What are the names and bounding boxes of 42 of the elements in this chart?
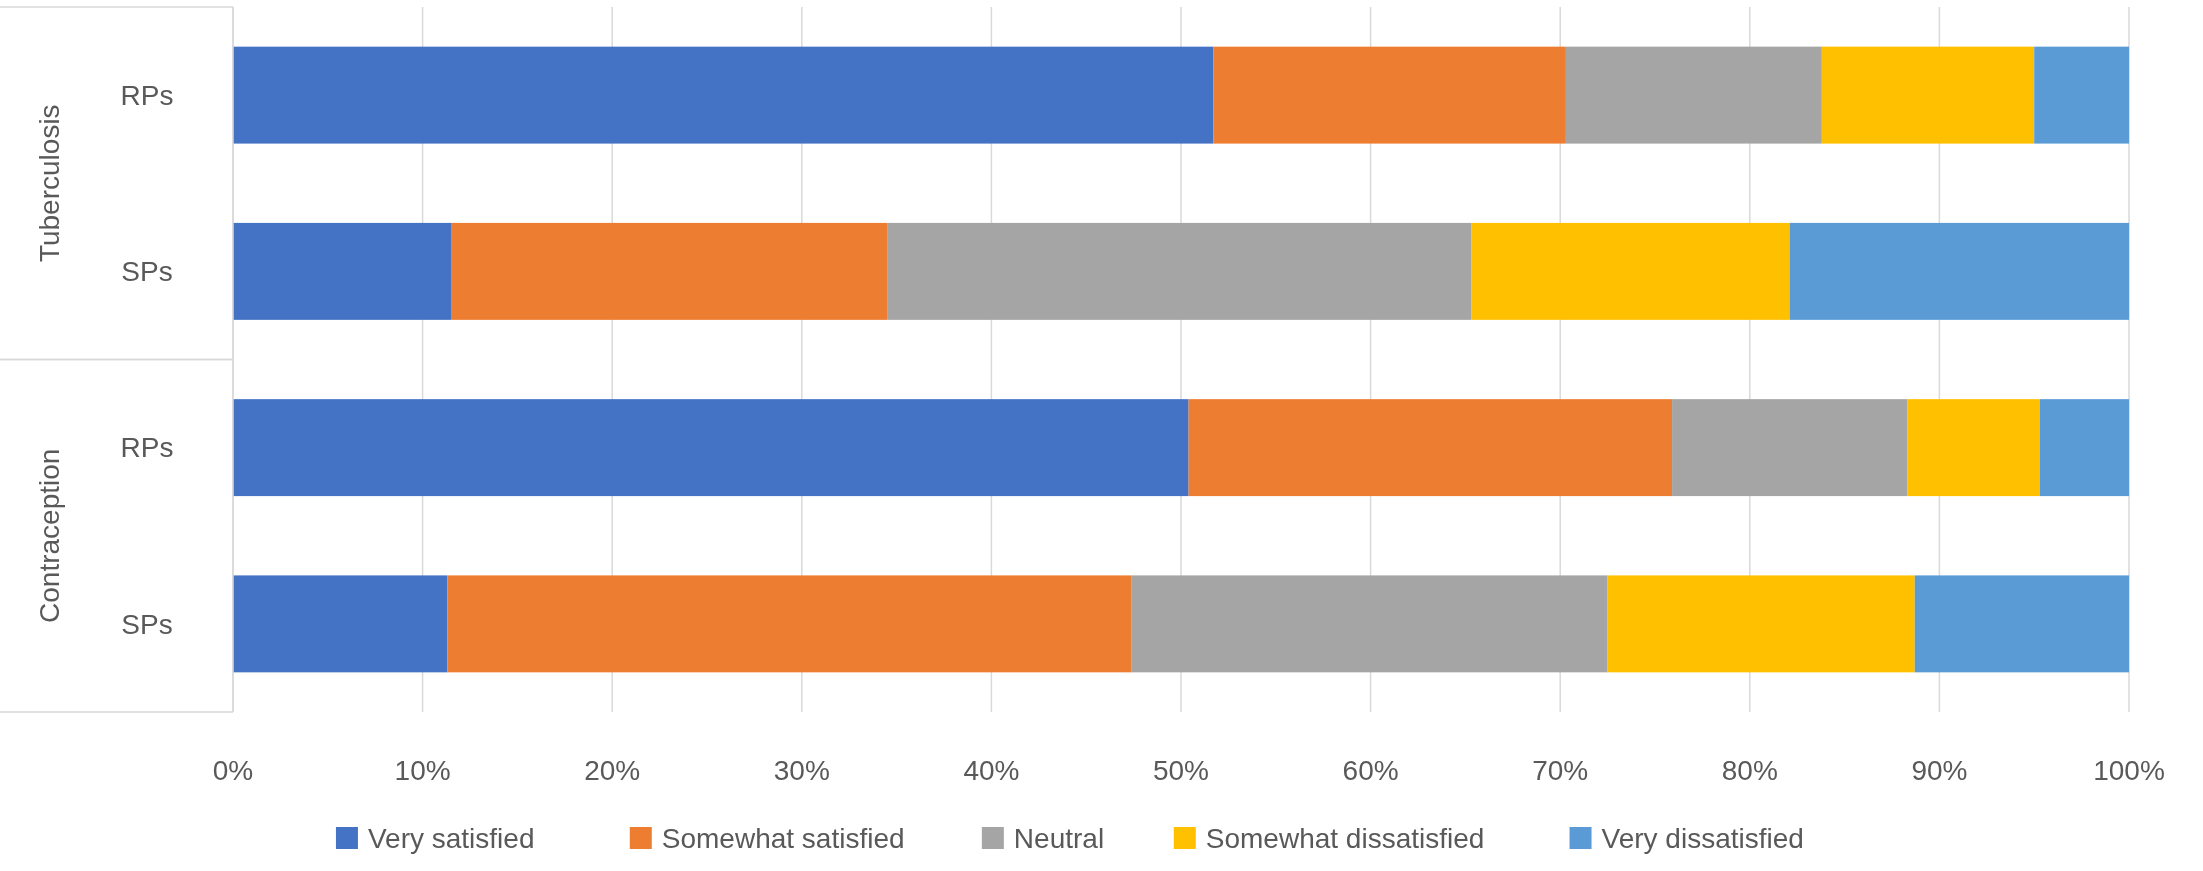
text: Tuberculosis <box>33 104 65 263</box>
bar <box>1565 46 1822 144</box>
legend-label: Somewhat satisfied <box>661 822 905 854</box>
x-tick-label: 30% <box>773 755 830 786</box>
bar <box>1672 399 1908 497</box>
bar <box>1821 46 2035 144</box>
x-tick-label: 100% <box>2093 755 2165 786</box>
bar <box>1471 222 1790 320</box>
x-tick-label: 80% <box>1721 755 1778 786</box>
bar <box>1907 399 2040 497</box>
bar <box>1131 575 1608 673</box>
x-tick-label: 90% <box>1911 755 1968 786</box>
x-tick-label: 60% <box>1342 755 1399 786</box>
bar <box>1213 46 1566 144</box>
legend-label: Very dissatisfied <box>1601 822 1804 854</box>
x-tick-label: 70% <box>1532 755 1589 786</box>
x-tick-label: 50% <box>1152 755 1210 786</box>
bar <box>451 222 888 320</box>
bar <box>2039 399 2129 497</box>
bar <box>447 575 1132 673</box>
x-tick-label: 10% <box>394 755 451 786</box>
bar <box>1607 575 1915 673</box>
text: Contraception <box>33 448 65 623</box>
bar <box>233 46 1214 144</box>
legend-label: Very satisfied <box>367 822 535 854</box>
x-tick-label: 40% <box>963 755 1020 786</box>
bar <box>233 575 448 673</box>
legend-label: Neutral <box>1013 822 1105 854</box>
x-tick-label: 20% <box>584 755 641 786</box>
bar <box>2034 46 2129 144</box>
bar <box>233 222 452 320</box>
bar <box>1914 575 2129 673</box>
bar <box>233 399 1189 497</box>
y-tick-label: SPs <box>121 608 173 640</box>
bar <box>1789 222 2129 320</box>
y-tick-label: RPs <box>120 432 174 464</box>
y-tick-label: RPs <box>120 79 174 111</box>
x-tick-label: 0% <box>212 755 254 786</box>
y-tick-label: SPs <box>121 256 173 288</box>
legend-label: Somewhat dissatisfied <box>1205 822 1485 854</box>
bar <box>1188 399 1673 497</box>
bar <box>887 222 1472 320</box>
